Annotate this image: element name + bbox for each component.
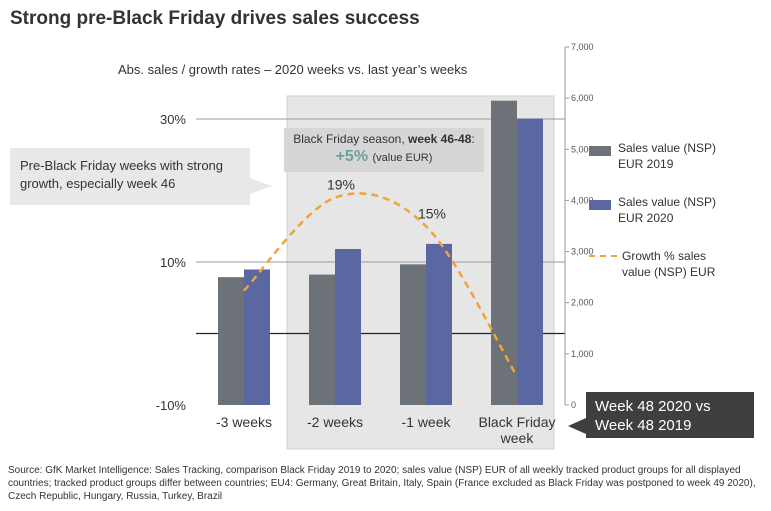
category-label: -3 weeks: [216, 414, 272, 430]
callout-pointer: [250, 178, 272, 194]
legend-swatch-2020: [589, 200, 611, 210]
bf-growth-value: +5%: [335, 148, 369, 165]
bf-growth-row: +5% (value EUR): [284, 148, 484, 166]
legend-swatch-2019: [589, 146, 611, 156]
source-note: Source: GfK Market Intelligence: Sales T…: [8, 465, 756, 502]
right-axis-tick-label: 1,000: [571, 349, 594, 359]
growth-point-label: 15%: [418, 205, 446, 221]
bar-2020: [335, 249, 361, 405]
bar-2019: [400, 264, 426, 405]
bar-2019: [491, 100, 517, 405]
growth-point-label: 19%: [327, 177, 355, 193]
pre-black-friday-callout: Pre-Black Friday weeks with strong growt…: [10, 148, 250, 205]
right-axis-tick-label: 2,000: [571, 298, 594, 308]
growth-line: [243, 192, 519, 378]
right-axis-tick-label: 0: [571, 400, 576, 410]
bar-2020: [517, 118, 543, 405]
bf-season-label: Black Friday season, week 46-48:: [293, 132, 475, 146]
week48-callout-pointer: [568, 418, 586, 434]
legend-label-2020: Sales value (NSP) EUR 2020: [618, 195, 717, 225]
bar-2020: [426, 243, 452, 405]
bar-2020: [244, 269, 270, 405]
right-axis-tick-label: 6,000: [571, 93, 594, 103]
week48-line2: Week 48 2019: [595, 417, 692, 434]
legend-label-2019: Sales value (NSP) EUR 2019: [618, 141, 717, 171]
legend-label-growth: Growth % sales value (NSP) EUR: [622, 249, 716, 279]
page-title: Strong pre-Black Friday drives sales suc…: [10, 8, 420, 29]
left-axis-tick-label: -10%: [156, 398, 187, 413]
right-axis-tick-label: 4,000: [571, 195, 594, 205]
category-label: -2 weeks: [307, 414, 363, 430]
left-axis-tick-label: 10%: [160, 255, 186, 270]
bar-2019: [218, 277, 244, 405]
left-axis-tick-label: 30%: [160, 112, 186, 127]
right-axis-tick-label: 5,000: [571, 144, 594, 154]
category-label: -1 week: [401, 414, 451, 430]
bar-2019: [309, 274, 335, 405]
bf-growth-note: (value EUR): [372, 152, 433, 164]
category-label: Black Friday: [478, 414, 555, 430]
callout-text: Pre-Black Friday weeks with strong growt…: [20, 158, 224, 191]
week48-callout: Week 48 2020 vs Week 48 2019: [586, 392, 754, 438]
right-axis-tick-label: 7,000: [571, 42, 594, 52]
chart-subtitle: Abs. sales / growth rates – 2020 weeks v…: [118, 62, 468, 77]
right-axis-tick-label: 3,000: [571, 247, 594, 257]
legend-swatch-growth: [589, 255, 617, 257]
week48-line1: Week 48 2020 vs: [595, 398, 711, 415]
black-friday-season-box: Black Friday season, week 46-48: +5% (va…: [284, 128, 484, 172]
category-label: week: [500, 430, 535, 446]
